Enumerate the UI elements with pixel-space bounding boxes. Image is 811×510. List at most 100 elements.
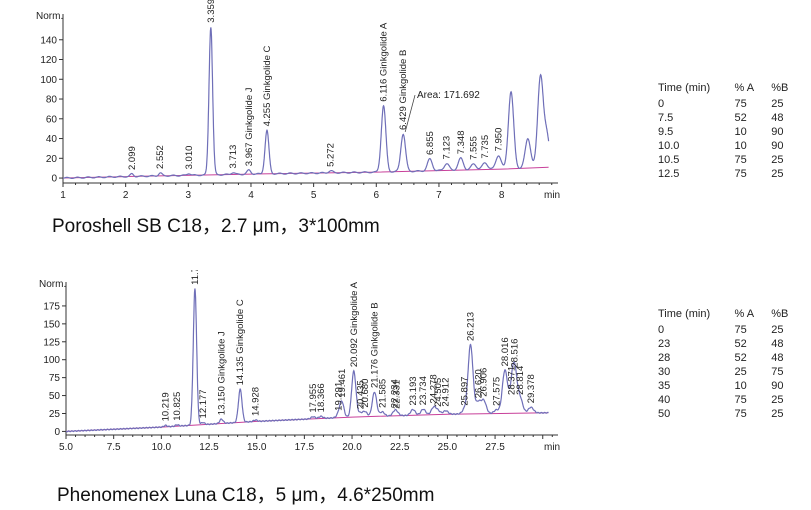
cell-a: 10 xyxy=(734,380,747,392)
table-row: 12.5 75 25 xyxy=(658,167,811,181)
peak-label: 5.272 xyxy=(326,143,337,167)
x-tick-label: 4 xyxy=(248,190,254,201)
cell-time: 9.5 xyxy=(658,126,674,138)
table-row: 50 75 25 xyxy=(658,407,811,421)
cell-a: 25 xyxy=(734,366,747,378)
annotation-leader xyxy=(404,94,416,133)
peak-label: 23.734 xyxy=(418,376,429,405)
peak-label: 7.950 xyxy=(493,128,504,152)
peak-label: 24.278 xyxy=(429,374,440,403)
x-tick-label: 6 xyxy=(374,190,380,201)
header-time: Time (min) xyxy=(658,308,711,320)
cell-a: 75 xyxy=(734,408,747,420)
peak-label: 6.855 xyxy=(425,131,436,155)
cell-time: 10.0 xyxy=(658,140,680,152)
gradient-table-header: Time (min) % A %B xyxy=(658,308,811,323)
x-tick-label: 5 xyxy=(311,190,317,201)
chromatogram-trace xyxy=(62,27,550,179)
table-row: 0 75 25 xyxy=(658,97,811,111)
cell-time: 0 xyxy=(658,324,665,336)
peak-label: 13.150 Ginkgolide J xyxy=(216,331,227,415)
cell-time: 50 xyxy=(658,408,671,420)
peak-label: 6.116 Ginkgolide A xyxy=(379,22,390,102)
y-tick-label: 25 xyxy=(49,409,61,420)
y-tick-label: 0 xyxy=(54,427,60,438)
y-tick-label: 60 xyxy=(46,114,58,125)
table-row: 23 52 48 xyxy=(658,337,811,351)
table-row: 40 75 25 xyxy=(658,393,811,407)
peak-label: 3.359 Bilobalide xyxy=(206,0,217,23)
peak-label: 21.585 xyxy=(377,379,388,408)
x-tick-label: 10.0 xyxy=(152,442,172,453)
y-axis-label: Norm. xyxy=(36,11,63,22)
peak-label: 29.378 xyxy=(526,374,537,403)
peak-label: 2.099 xyxy=(127,146,138,170)
cell-b: 25 xyxy=(771,168,784,180)
cell-time: 7.5 xyxy=(658,112,674,124)
peak-label: 14.135 Ginkgolide C xyxy=(235,299,246,385)
cell-a: 75 xyxy=(734,168,747,180)
peak-label: 22.331 xyxy=(391,380,402,409)
caption-luna: Phenomenex Luna C18，5 μm，4.6*250mm xyxy=(57,485,435,506)
cell-b: 25 xyxy=(771,408,784,420)
y-tick-label: 40 xyxy=(46,134,58,145)
x-tick-label: 17.5 xyxy=(295,442,315,453)
peak-label: 25.897 xyxy=(460,377,471,406)
y-tick-label: 150 xyxy=(43,319,60,330)
cell-b: 48 xyxy=(771,112,784,124)
x-tick-label: 1 xyxy=(60,190,66,201)
x-tick-label: 2 xyxy=(123,190,129,201)
x-tick-label: 22.5 xyxy=(390,442,410,453)
peak-label: 26.213 xyxy=(466,312,477,341)
x-axis-label: min xyxy=(544,442,560,453)
x-tick-label: 25.0 xyxy=(438,442,458,453)
cell-b: 25 xyxy=(771,154,784,166)
cell-a: 52 xyxy=(734,352,747,364)
peak-label: 6.429 Ginkgolide B xyxy=(398,50,409,130)
x-tick-label: 3 xyxy=(186,190,192,201)
peak-label: 3.967 Ginkgolide J xyxy=(244,87,255,166)
peak-label: 4.255 Ginkgolide C xyxy=(262,45,273,126)
peak-label: 28.371 xyxy=(507,366,518,395)
header-percent-a: % A xyxy=(734,82,755,94)
cell-a: 75 xyxy=(734,394,747,406)
peak-label: 24.912 xyxy=(441,378,452,407)
peak-label: 3.713 xyxy=(228,145,239,169)
x-tick-label: 7 xyxy=(436,190,442,201)
peak-label: 12.177 xyxy=(198,389,209,418)
y-tick-label: 50 xyxy=(49,391,61,402)
cell-a: 10 xyxy=(734,126,747,138)
y-tick-label: 100 xyxy=(43,355,60,366)
table-row: 30 25 75 xyxy=(658,365,811,379)
peak-label: 22.234 xyxy=(390,379,401,408)
peak-label: 28.516 xyxy=(509,339,520,368)
peak-label: 24.505 xyxy=(433,378,444,407)
cell-time: 28 xyxy=(658,352,671,364)
peak-label: 3.010 xyxy=(184,146,195,170)
peak-label: 10.825 xyxy=(172,392,183,421)
cell-time: 10.5 xyxy=(658,154,680,166)
peak-label: 21.176 Ginkgolide B xyxy=(369,302,380,388)
cell-b: 48 xyxy=(771,352,784,364)
y-tick-label: 140 xyxy=(40,35,57,46)
peak-label: 19.291 xyxy=(334,382,345,411)
peak-label: 26.906 xyxy=(479,368,490,397)
x-tick-label: 15.0 xyxy=(247,442,267,453)
table-row: 28 52 48 xyxy=(658,351,811,365)
cell-b: 75 xyxy=(771,366,784,378)
x-axis-label: min xyxy=(544,190,560,201)
table-row: 10.5 75 25 xyxy=(658,153,811,167)
x-tick-label: 7.5 xyxy=(107,442,121,453)
peak-label: 28.814 xyxy=(515,366,526,395)
x-tick-label: 8 xyxy=(499,190,505,201)
gradient-table-header: Time (min) % A %B xyxy=(658,82,811,97)
y-tick-label: 100 xyxy=(40,75,57,86)
chromatogram-luna: 0 25 50 75 100 125 150 175 Norm. 5.0 7.5 10.0 12.5 15… xyxy=(39,270,560,453)
peak-label: 7.123 xyxy=(442,136,453,160)
chromatogram-poroshell: 0 20 40 60 80 100 120 140 Norm. 1 2 3 4 5 6 7 8 min 2.099 2… xyxy=(36,0,560,201)
header-percent-b: %B xyxy=(771,82,789,94)
peak-label: 18.366 xyxy=(316,383,327,412)
caption-poroshell: Poroshell SB C18，2.7 μm，3*100mm xyxy=(52,216,380,237)
peak-label: 26.620 xyxy=(473,369,484,398)
table-row: 10.0 10 90 xyxy=(658,139,811,153)
